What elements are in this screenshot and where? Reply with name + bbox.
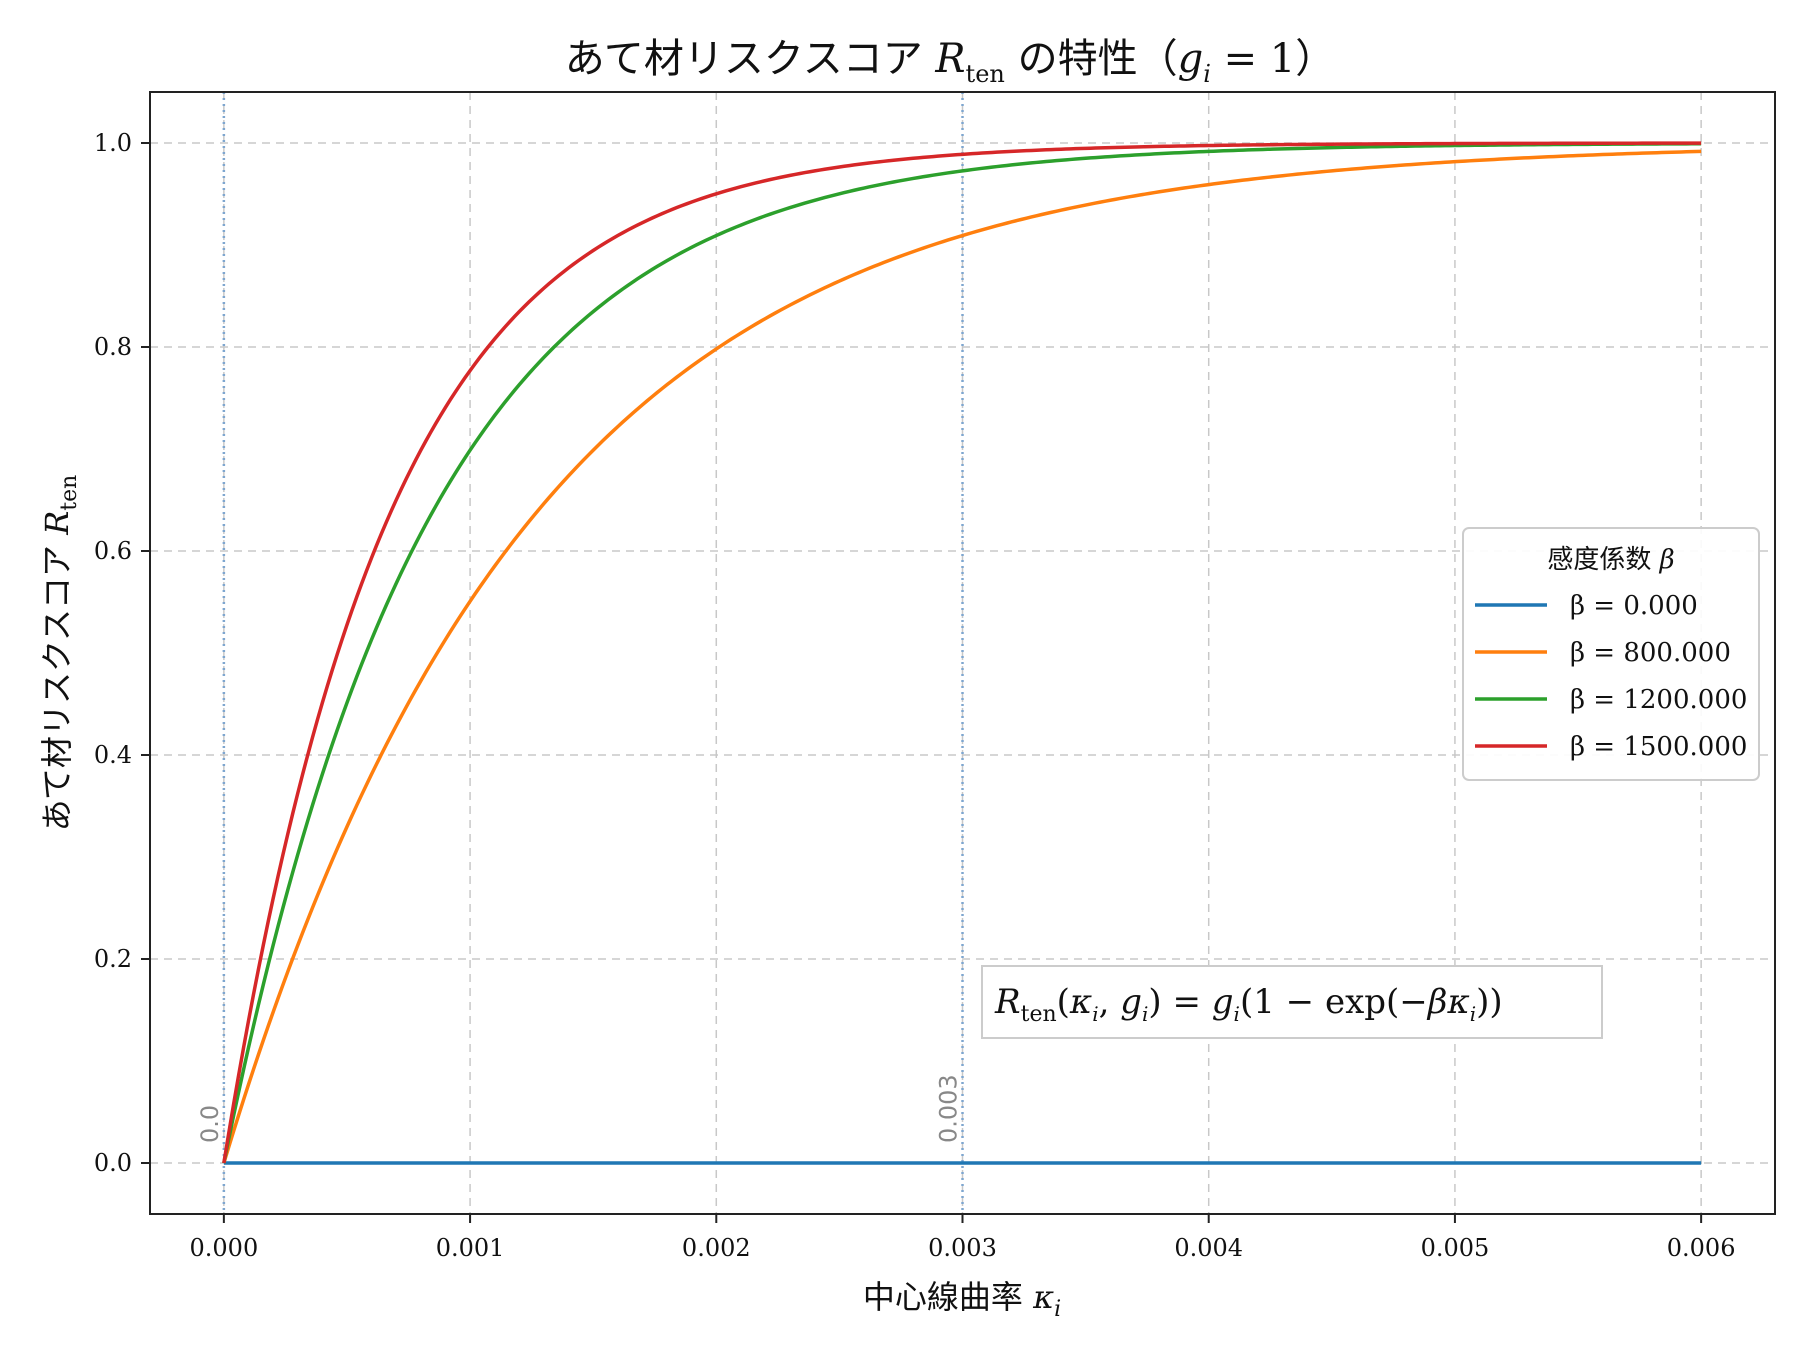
legend-item-label: β = 1200.000 [1570, 685, 1747, 715]
vertical-marker-label: 0.0 [196, 1105, 224, 1143]
x-tick-label: 0.006 [1667, 1234, 1736, 1262]
x-tick-label: 0.003 [928, 1234, 997, 1262]
x-tick-label: 0.001 [436, 1234, 505, 1262]
y-ticks: 0.0 0.2 0.4 0.6 0.8 1.0 [94, 129, 150, 1177]
y-tick-label: 0.6 [94, 537, 132, 565]
legend-item-label: β = 800.000 [1570, 638, 1731, 668]
series-line [222, 149, 1702, 1164]
x-tick-label: 0.005 [1421, 1234, 1490, 1262]
vertical-markers: 0.0 0.003 [196, 92, 964, 1214]
y-tick-label: 0.8 [94, 333, 132, 361]
x-ticks: 0.000 0.001 0.002 0.003 0.004 0.005 0.006 [190, 1214, 1736, 1262]
y-tick-label: 0.0 [94, 1149, 132, 1177]
y-tick-label: 0.4 [94, 741, 132, 769]
legend-item-label: β = 0.000 [1570, 591, 1698, 621]
x-tick-label: 0.000 [190, 1234, 259, 1262]
x-tick-label: 0.002 [682, 1234, 751, 1262]
x-axis-label: 中心線曲率 κi [863, 1278, 1061, 1322]
legend-item-label: β = 1500.000 [1570, 732, 1747, 762]
legend: 感度係数 β β = 0.000 β = 800.000 β = 1200.000 β… [1462, 527, 1760, 781]
chart-title: あて材リスクスコア Rten の特性（gi = 1） [565, 36, 1336, 88]
y-tick-label: 1.0 [94, 129, 132, 157]
series-line [222, 141, 1702, 1164]
series-line [222, 142, 1702, 1164]
formula-annotation: Rten(κi, gi) = gi(1 − exp(−βκi)) [981, 965, 1603, 1039]
y-axis-label: あて材リスクスコア Rten [38, 475, 82, 832]
svg-text:Rten(κi, gi) = gi(1 − exp(−βκi: Rten(κi, gi) = gi(1 − exp(−βκi)) [994, 982, 1503, 1027]
x-tick-label: 0.004 [1174, 1234, 1243, 1262]
legend-title: 感度係数 β [1547, 545, 1674, 575]
series-lines [222, 141, 1702, 1165]
y-tick-label: 0.2 [94, 945, 132, 973]
vertical-marker-label: 0.003 [935, 1074, 963, 1143]
